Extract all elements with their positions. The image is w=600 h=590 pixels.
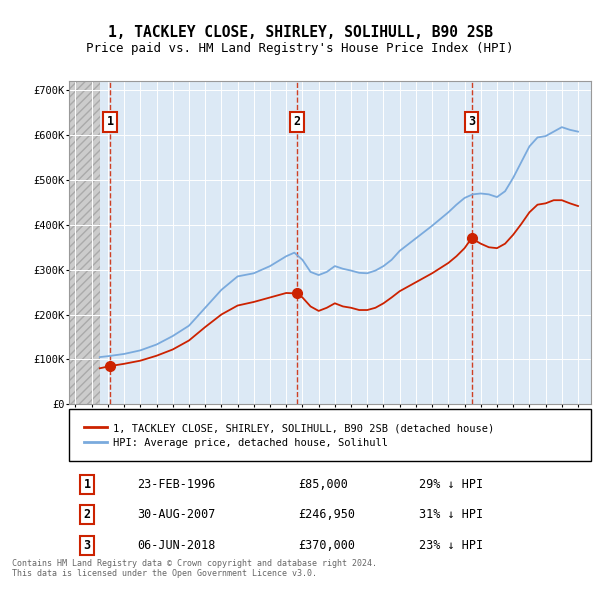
Text: 23-FEB-1996: 23-FEB-1996 bbox=[137, 478, 215, 491]
FancyBboxPatch shape bbox=[69, 409, 591, 461]
Text: 23% ↓ HPI: 23% ↓ HPI bbox=[419, 539, 483, 552]
Text: 3: 3 bbox=[468, 115, 475, 128]
Text: 1: 1 bbox=[107, 115, 114, 128]
Text: 30-AUG-2007: 30-AUG-2007 bbox=[137, 508, 215, 521]
Text: 2: 2 bbox=[84, 508, 91, 521]
Legend: 1, TACKLEY CLOSE, SHIRLEY, SOLIHULL, B90 2SB (detached house), HPI: Average pric: 1, TACKLEY CLOSE, SHIRLEY, SOLIHULL, B90… bbox=[79, 419, 498, 452]
Text: £370,000: £370,000 bbox=[299, 539, 356, 552]
Text: £85,000: £85,000 bbox=[299, 478, 349, 491]
Text: 1: 1 bbox=[84, 478, 91, 491]
Text: 29% ↓ HPI: 29% ↓ HPI bbox=[419, 478, 483, 491]
Text: 1, TACKLEY CLOSE, SHIRLEY, SOLIHULL, B90 2SB: 1, TACKLEY CLOSE, SHIRLEY, SOLIHULL, B90… bbox=[107, 25, 493, 40]
Text: Price paid vs. HM Land Registry's House Price Index (HPI): Price paid vs. HM Land Registry's House … bbox=[86, 42, 514, 55]
Text: 31% ↓ HPI: 31% ↓ HPI bbox=[419, 508, 483, 521]
Text: £246,950: £246,950 bbox=[299, 508, 356, 521]
Text: 2: 2 bbox=[293, 115, 301, 128]
Text: 06-JUN-2018: 06-JUN-2018 bbox=[137, 539, 215, 552]
Bar bbox=[69, 81, 100, 404]
Text: 3: 3 bbox=[84, 539, 91, 552]
Text: Contains HM Land Registry data © Crown copyright and database right 2024.
This d: Contains HM Land Registry data © Crown c… bbox=[12, 559, 377, 578]
